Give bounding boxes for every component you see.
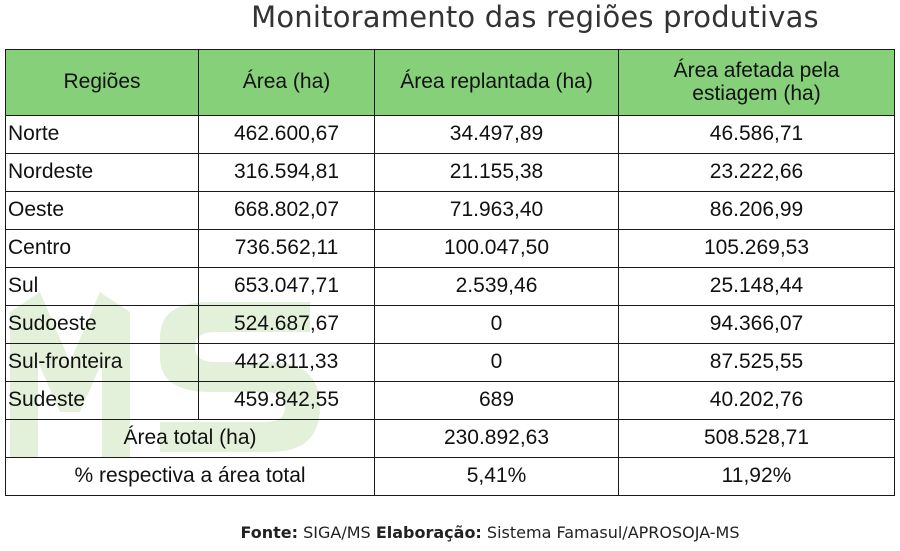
cell-regiao: Sudeste <box>5 381 199 420</box>
fonte-value: SIGA/MS <box>303 523 371 542</box>
percent-replantada: 5,41% <box>374 457 619 496</box>
cell-regiao: Oeste <box>5 191 199 230</box>
total-row: Área total (ha) 230.892,63 508.528,71 <box>5 419 895 458</box>
percent-afetada: 11,92% <box>618 457 895 496</box>
cell-area: 316.594,81 <box>198 153 375 192</box>
table-row: Sul 653.047,71 2.539,46 25.148,44 <box>5 267 895 306</box>
elaboracao-label: Elaboração: <box>375 523 482 542</box>
table-row: Centro 736.562,11 100.047,50 105.269,53 <box>5 229 895 268</box>
cell-area: 653.047,71 <box>198 267 375 306</box>
cell-afetada: 94.366,07 <box>618 305 895 344</box>
table-row: Sudeste 459.842,55 689 40.202,76 <box>5 381 895 420</box>
cell-regiao: Sudoeste <box>5 305 199 344</box>
cell-replantada: 100.047,50 <box>374 229 619 268</box>
percent-label: % respectiva a área total <box>5 457 375 496</box>
cell-afetada: 86.206,99 <box>618 191 895 230</box>
cell-area: 462.600,67 <box>198 115 375 154</box>
total-afetada: 508.528,71 <box>618 419 895 458</box>
cell-replantada: 689 <box>374 381 619 420</box>
cell-area: 736.562,11 <box>198 229 375 268</box>
table-row: Oeste 668.802,07 71.963,40 86.206,99 <box>5 191 895 230</box>
table-row: Sul-fronteira 442.811,33 0 87.525,55 <box>5 343 895 382</box>
cell-afetada: 105.269,53 <box>618 229 895 268</box>
cell-area: 459.842,55 <box>198 381 375 420</box>
header-area: Área (ha) <box>198 49 375 116</box>
table-row: Sudoeste 524.687,67 0 94.366,07 <box>5 305 895 344</box>
cell-replantada: 0 <box>374 343 619 382</box>
cell-regiao: Sul-fronteira <box>5 343 199 382</box>
cell-afetada: 87.525,55 <box>618 343 895 382</box>
cell-area: 668.802,07 <box>198 191 375 230</box>
total-replantada: 230.892,63 <box>374 419 619 458</box>
cell-regiao: Nordeste <box>5 153 199 192</box>
header-regioes: Regiões <box>5 49 199 116</box>
cell-regiao: Sul <box>5 267 199 306</box>
cell-replantada: 0 <box>374 305 619 344</box>
fonte-label: Fonte: <box>240 523 299 542</box>
table-row: Nordeste 316.594,81 21.155,38 23.222,66 <box>5 153 895 192</box>
cell-replantada: 34.497,89 <box>374 115 619 154</box>
cell-afetada: 40.202,76 <box>618 381 895 420</box>
header-area-afetada: Área afetada pela estiagem (ha) <box>618 49 895 116</box>
page-title: Monitoramento das regiões produtivas <box>251 0 819 34</box>
cell-replantada: 71.963,40 <box>374 191 619 230</box>
cell-replantada: 2.539,46 <box>374 267 619 306</box>
table-header-row: Regiões Área (ha) Área replantada (ha) Á… <box>5 49 895 116</box>
cell-afetada: 23.222,66 <box>618 153 895 192</box>
table-row: Norte 462.600,67 34.497,89 46.586,71 <box>5 115 895 154</box>
regions-table: Regiões Área (ha) Área replantada (ha) Á… <box>5 49 895 496</box>
elaboracao-value: Sistema Famasul/APROSOJA-MS <box>486 523 740 542</box>
total-label: Área total (ha) <box>5 419 375 458</box>
source-footer: Fonte: SIGA/MS Elaboração: Sistema Famas… <box>0 523 900 542</box>
cell-replantada: 21.155,38 <box>374 153 619 192</box>
percent-row: % respectiva a área total 5,41% 11,92% <box>5 457 895 496</box>
cell-area: 442.811,33 <box>198 343 375 382</box>
header-area-replantada: Área replantada (ha) <box>374 49 619 116</box>
cell-regiao: Norte <box>5 115 199 154</box>
cell-afetada: 25.148,44 <box>618 267 895 306</box>
cell-regiao: Centro <box>5 229 199 268</box>
cell-area: 524.687,67 <box>198 305 375 344</box>
cell-afetada: 46.586,71 <box>618 115 895 154</box>
